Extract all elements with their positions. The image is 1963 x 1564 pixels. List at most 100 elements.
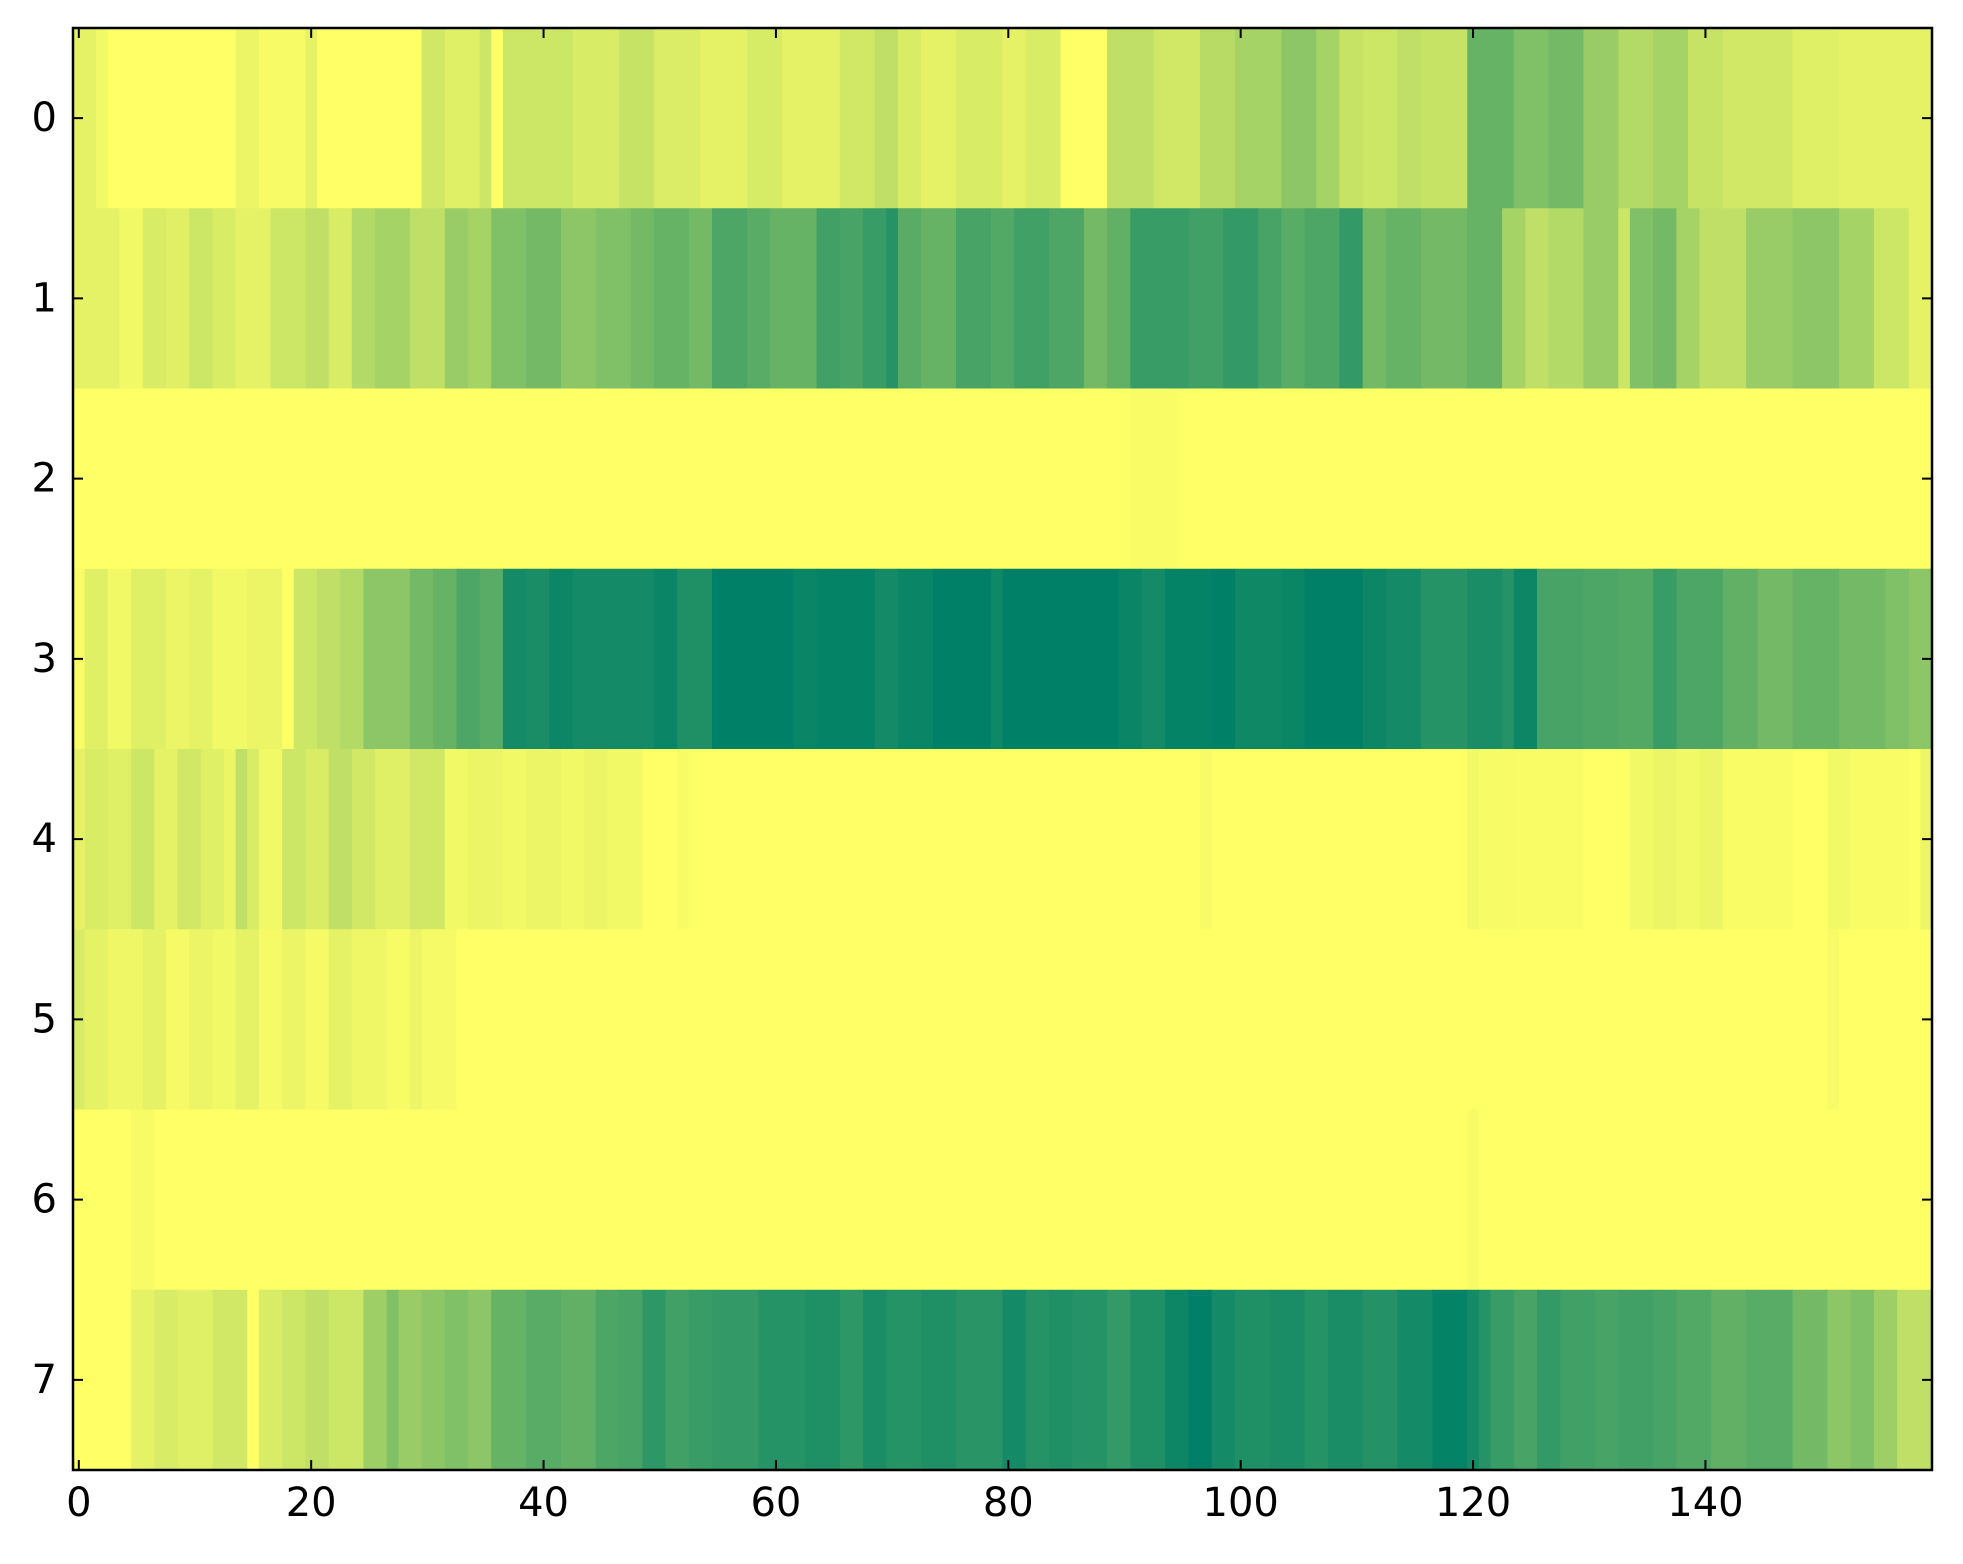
heatmap-cell: [282, 929, 306, 1111]
heatmap-cell: [886, 1289, 922, 1471]
heatmap-cell: [1502, 208, 1526, 390]
heatmap-cell: [409, 929, 423, 1111]
heatmap-cells: [73, 28, 1933, 1471]
heatmap-cell: [1827, 749, 1852, 930]
heatmap-cell: [1513, 749, 1585, 930]
heatmap-cell: [328, 1289, 365, 1471]
heatmap-cell: [712, 1289, 760, 1471]
heatmap-cell: [1188, 1289, 1213, 1471]
heatmap-cell: [595, 1289, 620, 1471]
heatmap-cell: [409, 208, 446, 390]
heatmap-cell: [351, 208, 376, 390]
heatmap-cell: [897, 208, 922, 390]
heatmap-cell: [1873, 1289, 1898, 1471]
heatmap-cell: [1792, 1289, 1829, 1471]
heatmap-cell: [1839, 28, 1933, 209]
heatmap-cell: [502, 749, 527, 930]
heatmap-cell: [1432, 1289, 1468, 1471]
heatmap-cell: [839, 208, 864, 390]
heatmap-cell: [1072, 1289, 1108, 1471]
heatmap-cell: [1618, 1289, 1654, 1471]
heatmap-cell: [1699, 208, 1747, 390]
heatmap-cell: [886, 208, 899, 390]
heatmap-cell: [1629, 749, 1654, 930]
heatmap-cell: [1048, 1289, 1073, 1471]
x-tick-label: 140: [1667, 1480, 1743, 1526]
heatmap-cell: [235, 208, 272, 390]
heatmap-cell: [1850, 749, 1910, 930]
heatmap-cell: [921, 28, 957, 209]
heatmap-cell: [305, 28, 318, 209]
heatmap-cell: [1234, 568, 1282, 750]
heatmap-cell: [1908, 568, 1933, 750]
heatmap-cell: [700, 28, 748, 209]
heatmap-cell: [189, 208, 214, 390]
heatmap-cell: [1827, 929, 1840, 1111]
heatmap-cell: [921, 1289, 957, 1471]
heatmap-cell: [1560, 1289, 1596, 1471]
heatmap-cell: [154, 749, 179, 930]
heatmap-cell: [1025, 28, 1062, 209]
heatmap-cell: [1420, 208, 1468, 390]
heatmap-cell: [1211, 1289, 1236, 1471]
heatmap-cell: [421, 1289, 446, 1471]
heatmap-cell: [1467, 1289, 1480, 1471]
heatmap-cell: [688, 1289, 713, 1471]
heatmap-cell: [1153, 28, 1201, 209]
heatmap-cell: [1339, 208, 1364, 390]
heatmap-cell: [874, 568, 899, 750]
heatmap-cell: [363, 568, 411, 750]
heatmap-cell: [526, 1289, 562, 1471]
heatmap-cell: [305, 208, 330, 390]
heatmap-cell: [1025, 1289, 1050, 1471]
heatmap-cell: [1467, 208, 1503, 390]
heatmap-cell: [1653, 568, 1677, 750]
heatmap-cell: [235, 28, 260, 209]
heatmap-cell: [468, 749, 504, 930]
heatmap-cell: [328, 929, 353, 1111]
heatmap-cell: [1629, 208, 1654, 390]
heatmap-cell: [386, 1289, 399, 1471]
heatmap-cell: [282, 1289, 306, 1471]
heatmap-cell: [560, 208, 597, 390]
heatmap-cell: [189, 568, 214, 750]
heatmap-cell: [781, 28, 841, 209]
heatmap-cell: [1525, 208, 1550, 390]
heatmap-cell: [1258, 208, 1282, 390]
heatmap-cell: [200, 749, 225, 930]
heatmap-cell: [177, 749, 202, 930]
heatmap-cell: [444, 208, 469, 390]
heatmap-cell: [1385, 568, 1422, 750]
heatmap-cell: [1107, 1289, 1131, 1471]
y-tick-label: 2: [32, 456, 57, 502]
heatmap-cell: [131, 568, 167, 750]
heatmap-cell: [956, 1289, 1004, 1471]
heatmap-cell: [921, 208, 957, 390]
heatmap-cell: [1722, 749, 1794, 930]
heatmap-cell: [549, 568, 574, 750]
heatmap-cell: [572, 568, 655, 750]
heatmap-cell: [1722, 568, 1759, 750]
heatmap-cell: [1420, 28, 1468, 209]
heatmap-cell: [1002, 1289, 1027, 1471]
heatmap-cell: [258, 1289, 283, 1471]
heatmap-cell: [479, 568, 504, 750]
heatmap-cell: [1490, 1289, 1515, 1471]
heatmap-cell: [107, 929, 144, 1111]
heatmap-cell: [247, 749, 260, 930]
heatmap-cell: [1757, 568, 1794, 750]
heatmap-cell: [1536, 568, 1585, 750]
heatmap-cell: [1513, 568, 1538, 750]
heatmap-cell: [316, 28, 423, 209]
heatmap-cell: [1269, 1289, 1306, 1471]
heatmap-cell: [363, 1289, 388, 1471]
heatmap-cell: [258, 28, 306, 209]
heatmap-cell: [1653, 28, 1689, 209]
axis-ticks: [73, 28, 1932, 1470]
x-tick-label: 120: [1435, 1480, 1511, 1526]
heatmap-cell: [1130, 208, 1189, 390]
heatmap-cell: [1176, 388, 1933, 570]
heatmap-cell: [1595, 1289, 1619, 1471]
heatmap-cell: [305, 929, 330, 1111]
heatmap-cell: [816, 208, 841, 390]
